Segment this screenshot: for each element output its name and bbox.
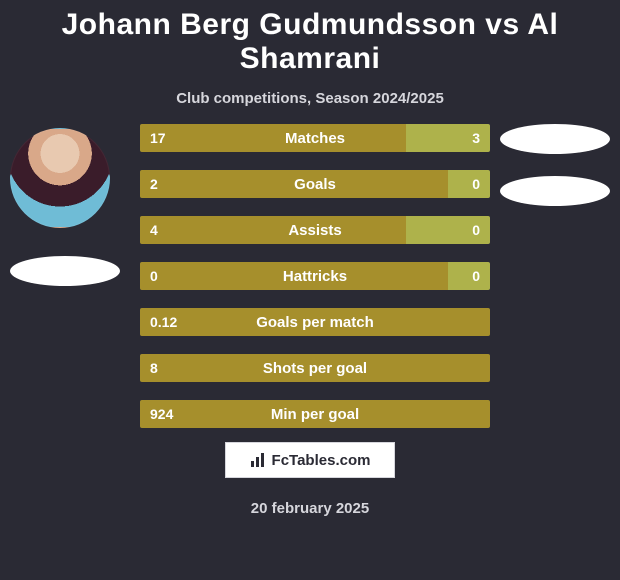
bar-segment-full [140, 354, 490, 382]
bar-segment-b [406, 124, 490, 152]
bar-segment-b [448, 262, 490, 290]
stat-row: Assists40 [140, 216, 490, 244]
player-a-flag [10, 256, 120, 286]
player-a-avatar [10, 128, 110, 228]
bar-segment-b [448, 170, 490, 198]
bar-segment-full [140, 400, 490, 428]
bar-segment-a [140, 262, 448, 290]
comparison-infographic: Johann Berg Gudmundsson vs Al Shamrani C… [0, 0, 620, 580]
source-logo: FcTables.com [225, 442, 395, 478]
stat-row: Shots per goal8 [140, 354, 490, 382]
player-b-flag-2 [500, 176, 610, 206]
bar-segment-a [140, 170, 448, 198]
bar-segment-a [140, 216, 406, 244]
bar-segment-full [140, 308, 490, 336]
source-logo-text: FcTables.com [272, 452, 371, 469]
stat-row: Min per goal924 [140, 400, 490, 428]
stat-bars: Matches173 Goals20 Assists40 Hattricks00 Goa… [140, 124, 490, 446]
stat-row: Goals per match0.12 [140, 308, 490, 336]
page-title: Johann Berg Gudmundsson vs Al Shamrani [0, 0, 620, 76]
bar-segment-a [140, 124, 406, 152]
player-b-flag-1 [500, 124, 610, 154]
stat-row: Matches173 [140, 124, 490, 152]
stat-row: Goals20 [140, 170, 490, 198]
subtitle: Club competitions, Season 2024/2025 [0, 90, 620, 107]
bar-segment-b [406, 216, 490, 244]
date-text: 20 february 2025 [0, 500, 620, 517]
chart-icon [250, 452, 266, 468]
stat-row: Hattricks00 [140, 262, 490, 290]
